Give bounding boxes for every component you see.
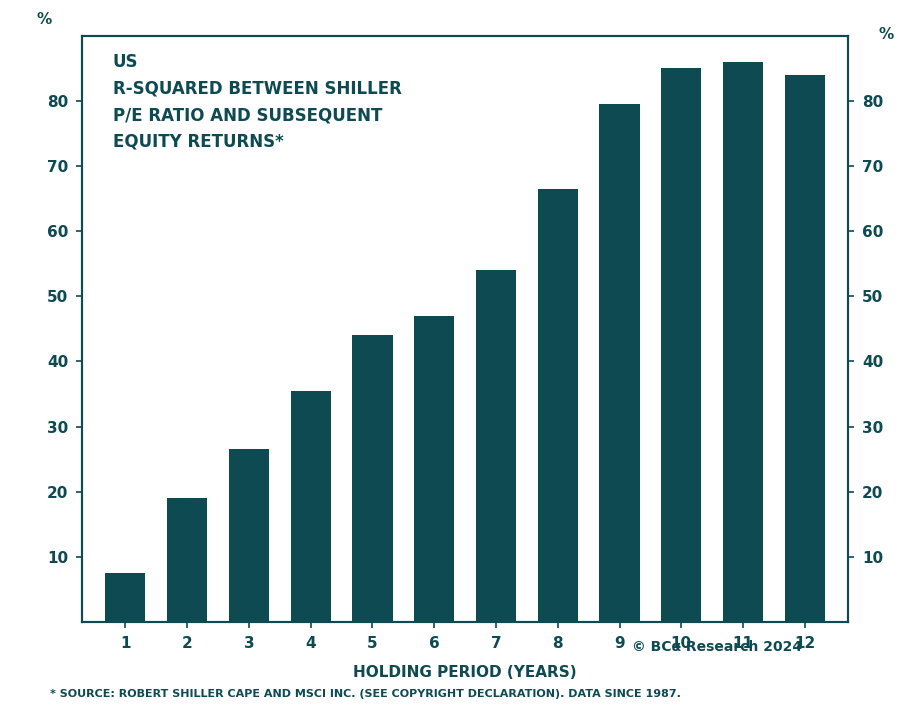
- Bar: [291, 391, 331, 622]
- Y-axis label: %: %: [878, 27, 893, 42]
- X-axis label: HOLDING PERIOD (YEARS): HOLDING PERIOD (YEARS): [353, 665, 577, 680]
- Text: * SOURCE: ROBERT SHILLER CAPE AND MSCI INC. (SEE COPYRIGHT DECLARATION). DATA SI: * SOURCE: ROBERT SHILLER CAPE AND MSCI I…: [50, 689, 681, 699]
- Bar: [537, 189, 578, 622]
- Text: © BCα Research 2024: © BCα Research 2024: [631, 640, 802, 654]
- Bar: [599, 104, 639, 622]
- Bar: [784, 75, 824, 622]
- Bar: [414, 316, 454, 622]
- Bar: [167, 498, 207, 622]
- Bar: [660, 69, 701, 622]
- Text: US
R-SQUARED BETWEEN SHILLER
P/E RATIO AND SUBSEQUENT
EQUITY RETURNS*: US R-SQUARED BETWEEN SHILLER P/E RATIO A…: [113, 54, 401, 151]
- Bar: [476, 270, 516, 622]
- Bar: [352, 335, 392, 622]
- Y-axis label: %: %: [36, 12, 51, 27]
- Bar: [722, 61, 763, 622]
- Bar: [229, 450, 269, 622]
- Bar: [105, 573, 145, 622]
